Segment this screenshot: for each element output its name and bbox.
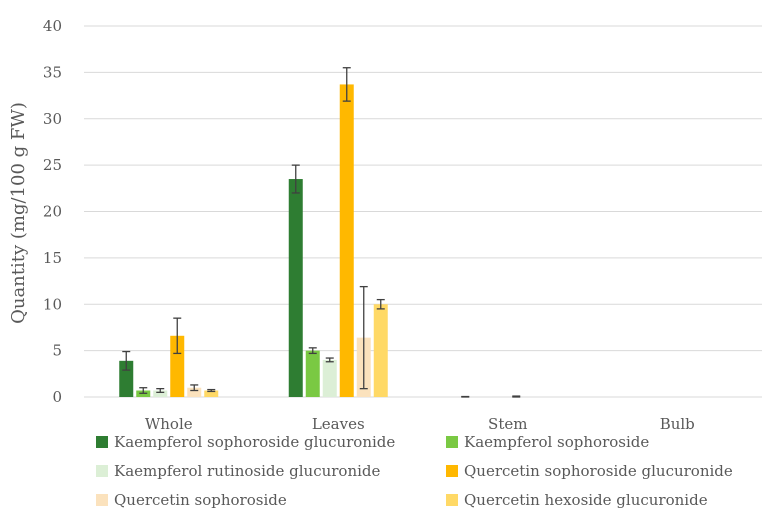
error-bar bbox=[291, 164, 300, 194]
y-tick-label: 30 bbox=[43, 110, 62, 128]
error-bar bbox=[139, 387, 148, 394]
bar-4-whole bbox=[170, 335, 185, 397]
y-tick-label: 0 bbox=[52, 388, 62, 406]
error-bar bbox=[207, 388, 216, 393]
x-tick-label: Bulb bbox=[660, 415, 695, 433]
error-bar bbox=[325, 357, 334, 363]
legend: Kaempferol sophoroside glucuronide Kaempf… bbox=[96, 433, 733, 509]
bar-3-whole bbox=[153, 390, 168, 397]
legend-swatch bbox=[96, 494, 108, 506]
error-bar bbox=[359, 285, 368, 390]
y-tick-labels: 0 5 10 15 20 25 30 35 40 bbox=[43, 17, 62, 406]
bar-1-leaves bbox=[288, 179, 303, 397]
error-bar bbox=[512, 395, 521, 398]
y-tick-label: 25 bbox=[43, 156, 62, 174]
error-bar bbox=[376, 298, 385, 310]
error-bar bbox=[156, 388, 165, 394]
legend-swatch bbox=[96, 436, 108, 448]
legend-swatch bbox=[446, 436, 458, 448]
legend-label: Kaempferol sophoroside bbox=[464, 433, 649, 451]
legend-item: Quercetin sophoroside bbox=[96, 491, 287, 509]
legend-label: Quercetin sophoroside glucuronide bbox=[464, 462, 733, 480]
bar-6-whole bbox=[204, 390, 219, 397]
legend-item: Quercetin hexoside glucuronide bbox=[446, 491, 708, 509]
y-tick-label: 15 bbox=[43, 249, 62, 267]
x-tick-labels: Whole Leaves Stem Bulb bbox=[145, 415, 695, 433]
bar-5-whole bbox=[187, 387, 202, 397]
bar-2-leaves bbox=[305, 350, 320, 397]
x-tick-label: Stem bbox=[488, 415, 527, 433]
legend-label: Kaempferol rutinoside glucuronide bbox=[114, 462, 381, 480]
legend-swatch bbox=[446, 494, 458, 506]
error-bars bbox=[122, 67, 521, 398]
legend-label: Kaempferol sophoroside glucuronide bbox=[114, 433, 395, 451]
error-bar bbox=[173, 317, 182, 355]
legend-swatch bbox=[446, 465, 458, 477]
gridlines bbox=[84, 25, 762, 398]
error-bar bbox=[122, 350, 131, 371]
x-tick-label: Leaves bbox=[312, 415, 365, 433]
y-axis-label: Quantity (mg/100 g FW) bbox=[8, 102, 29, 324]
error-bar bbox=[308, 347, 317, 355]
y-tick-label: 35 bbox=[43, 63, 62, 81]
error-bar bbox=[342, 67, 351, 102]
y-tick-label: 20 bbox=[43, 203, 62, 221]
bar-3-leaves bbox=[322, 359, 337, 397]
legend-item: Quercetin sophoroside glucuronide bbox=[446, 462, 733, 480]
y-tick-label: 10 bbox=[43, 295, 62, 313]
y-tick-label: 5 bbox=[52, 342, 62, 360]
error-bar bbox=[190, 384, 199, 392]
bar-4-leaves bbox=[339, 84, 354, 398]
y-tick-label: 40 bbox=[43, 17, 62, 35]
legend-label: Quercetin sophoroside bbox=[114, 491, 287, 509]
legend-item: Kaempferol sophoroside bbox=[446, 433, 649, 451]
legend-swatch bbox=[96, 465, 108, 477]
bar-6-leaves bbox=[373, 304, 388, 397]
x-tick-label: Whole bbox=[145, 415, 193, 433]
bars bbox=[119, 84, 388, 398]
legend-item: Kaempferol rutinoside glucuronide bbox=[96, 462, 381, 480]
legend-item: Kaempferol sophoroside glucuronide bbox=[96, 433, 395, 451]
legend-label: Quercetin hexoside glucuronide bbox=[464, 491, 708, 509]
